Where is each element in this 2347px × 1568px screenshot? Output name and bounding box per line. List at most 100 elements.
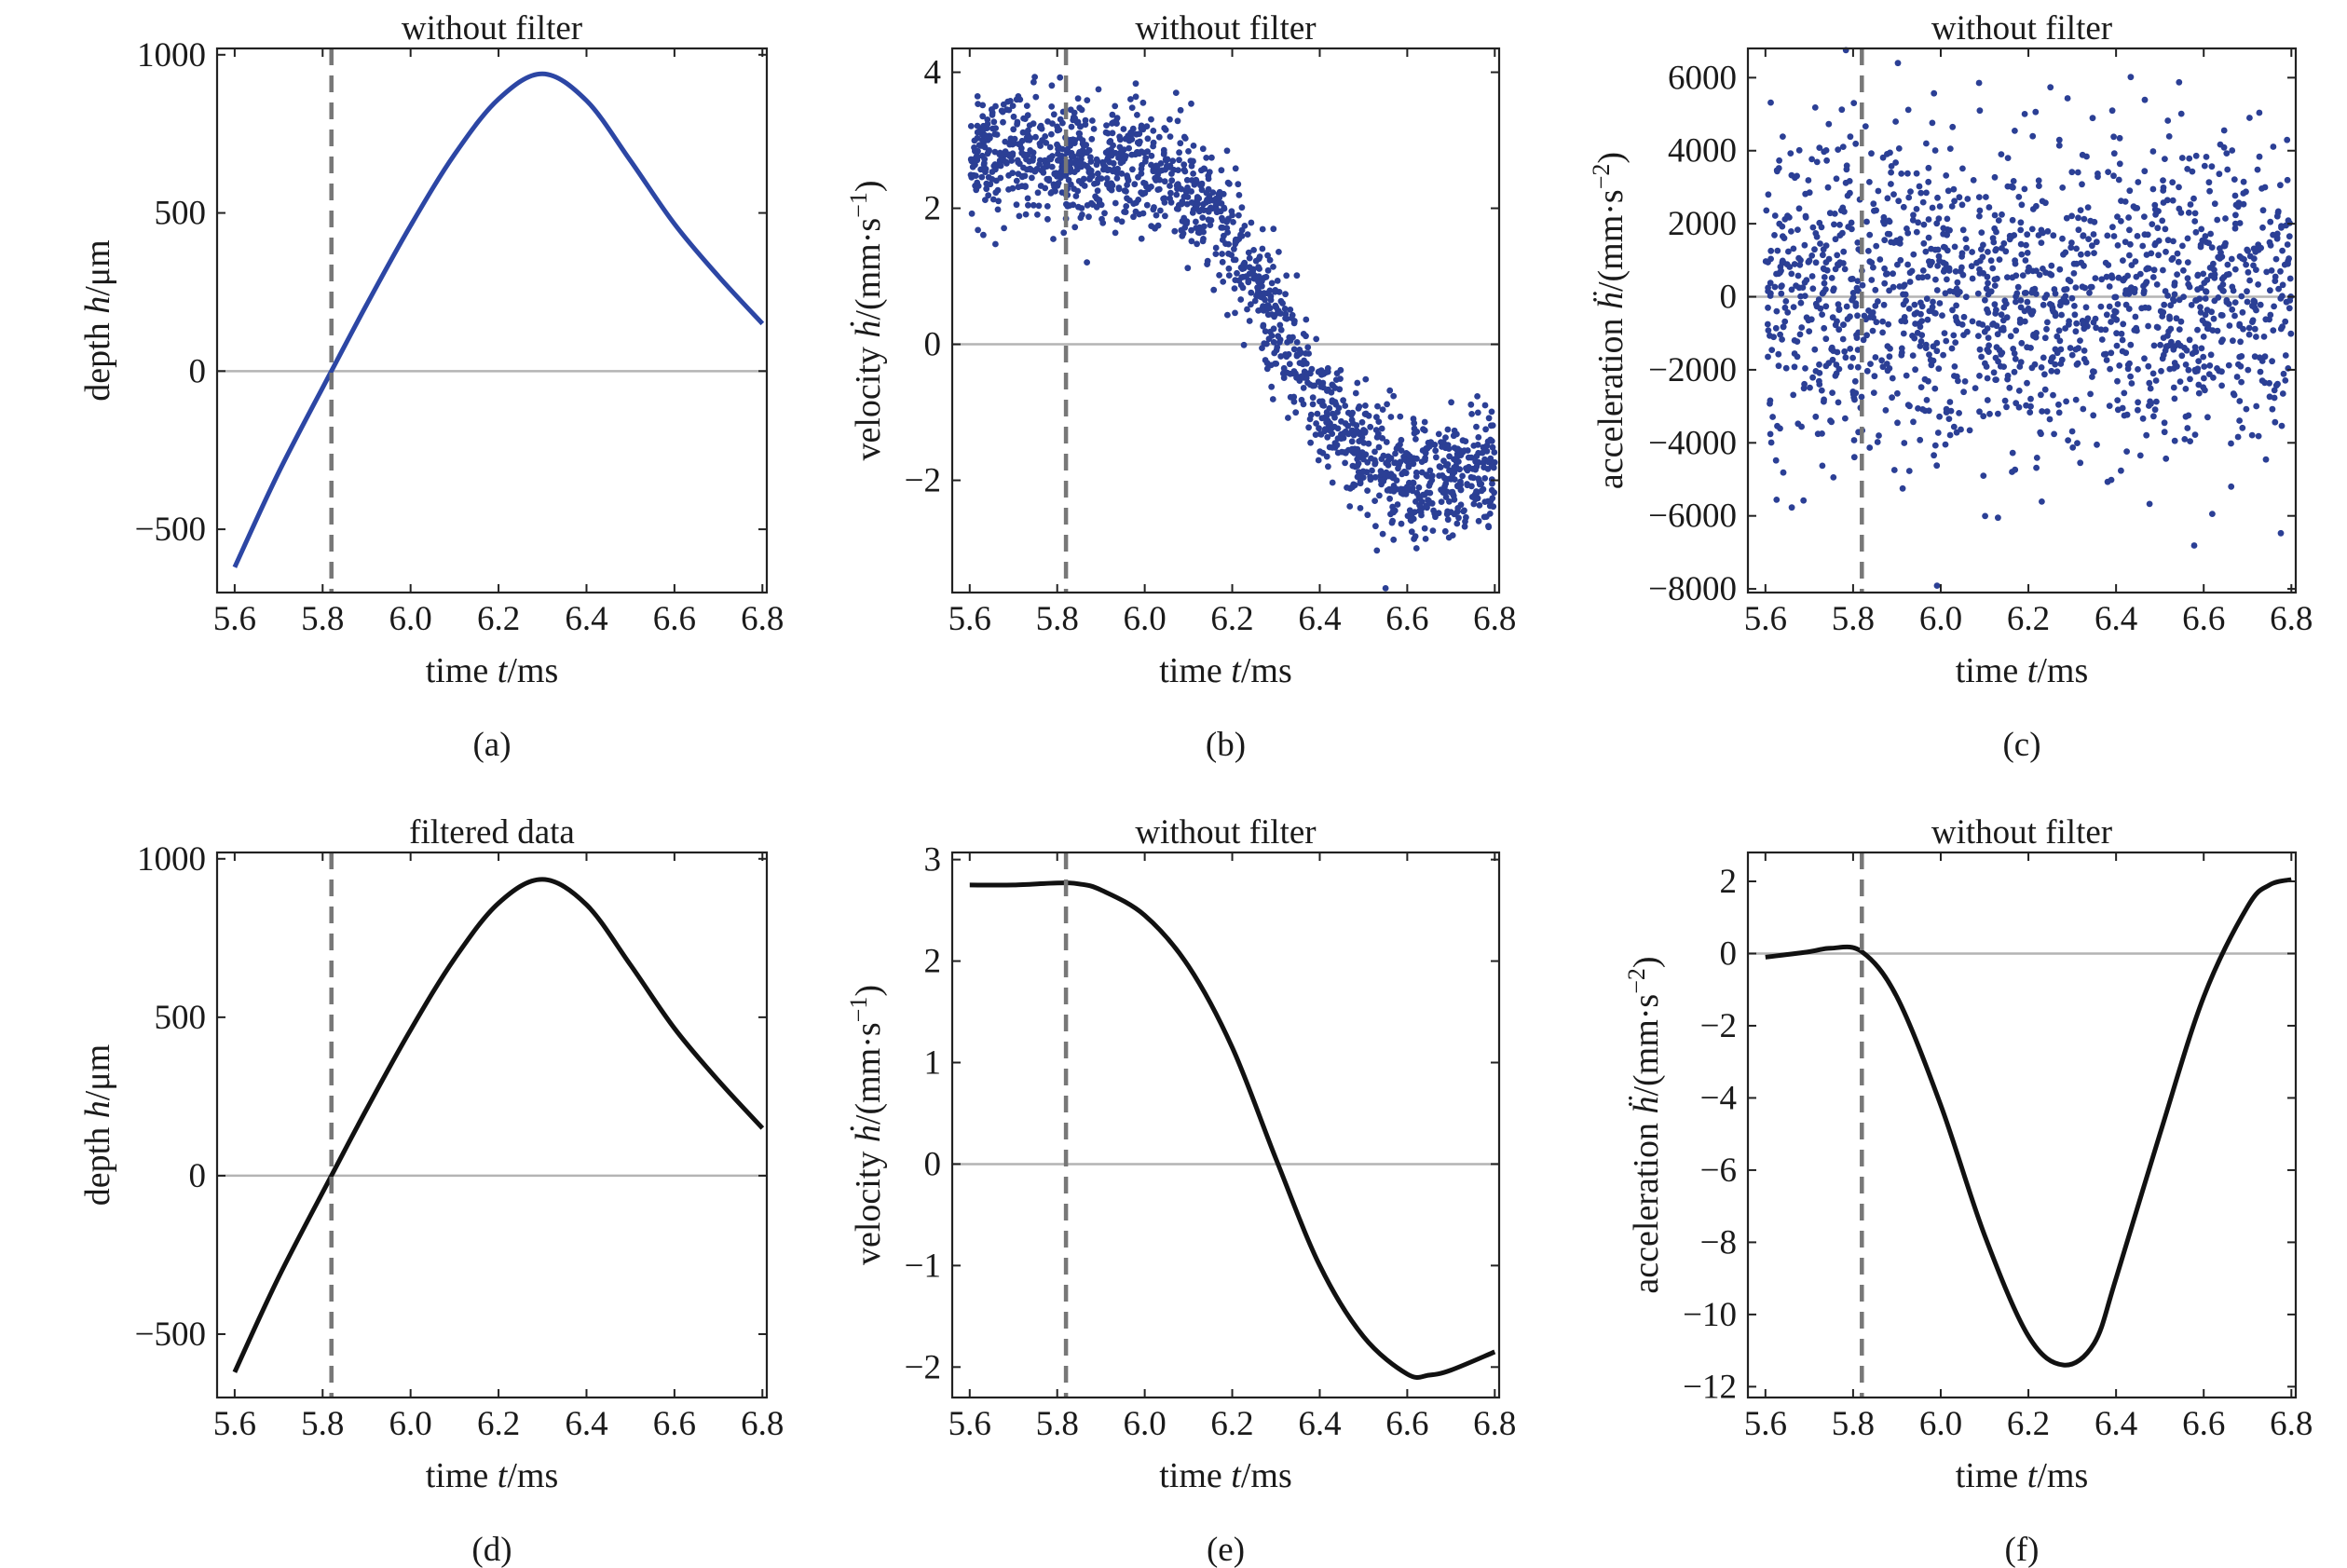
scatter-point xyxy=(2165,133,2173,140)
scatter-point xyxy=(2200,270,2207,278)
scatter-point xyxy=(2284,241,2291,248)
scatter-point xyxy=(1949,307,1956,314)
scatter-point xyxy=(1413,489,1421,497)
scatter-point xyxy=(1958,321,1966,328)
scatter-point xyxy=(2185,366,2192,374)
scatter-point xyxy=(995,198,1002,205)
scatter-point xyxy=(1121,209,1127,215)
scatter-point xyxy=(1413,429,1421,435)
scatter-point xyxy=(1321,426,1329,432)
scatter-point xyxy=(1888,181,1894,187)
scatter-point xyxy=(2209,511,2216,517)
scatter-point xyxy=(1353,447,1360,455)
series-line xyxy=(232,877,765,1373)
scatter-point xyxy=(1266,287,1274,294)
scatter-point xyxy=(1917,323,1924,331)
scatter-point xyxy=(2229,306,2236,313)
scatter-point xyxy=(1486,502,1494,510)
scatter-point xyxy=(1232,240,1239,248)
scatter-point xyxy=(1868,310,1875,317)
scatter-point xyxy=(1485,523,1492,529)
scatter-point xyxy=(1143,201,1151,209)
scatter-point xyxy=(1442,494,1450,500)
scatter-point xyxy=(2024,298,2031,306)
scatter-point xyxy=(1371,498,1378,504)
scatter-point xyxy=(1832,321,1839,329)
scatter-point xyxy=(2159,217,2166,225)
scatter-point xyxy=(1050,111,1058,118)
scatter-point xyxy=(2135,179,2142,185)
x-tick-label: 6.2 xyxy=(2007,1405,2050,1443)
scatter-point xyxy=(2110,172,2117,180)
x-tick-label: 6.2 xyxy=(2007,600,2050,638)
scatter-point xyxy=(1306,416,1314,423)
scatter-point xyxy=(1272,302,1279,309)
scatter-point xyxy=(1925,377,1931,385)
scatter-point xyxy=(2214,327,2221,334)
scatter-point xyxy=(1003,158,1009,166)
scatter-point xyxy=(2279,247,2286,254)
scatter-point xyxy=(2067,345,2074,351)
scatter-point xyxy=(1325,463,1331,470)
scatter-point xyxy=(2220,288,2227,294)
scatter-point xyxy=(2029,132,2037,140)
scatter-point xyxy=(2071,311,2079,319)
scatter-point xyxy=(1006,141,1014,148)
scatter-point xyxy=(1910,418,1917,426)
scatter-point xyxy=(1885,320,1892,328)
scatter-point xyxy=(2141,96,2149,103)
scatter-point xyxy=(1796,261,1804,268)
scatter-point xyxy=(1776,157,1782,164)
scatter-point xyxy=(1847,133,1854,141)
scatter-point xyxy=(2252,249,2259,255)
scatter-point xyxy=(1872,286,1879,293)
scatter-point xyxy=(1946,399,1954,405)
scatter-point xyxy=(1361,429,1369,436)
scatter-point xyxy=(2127,373,2135,380)
y-tick-label: 4000 xyxy=(1668,132,1737,170)
scatter-point xyxy=(1842,415,1849,422)
scatter-point xyxy=(1767,99,1774,106)
scatter-point xyxy=(1135,197,1142,203)
scatter-point xyxy=(1317,430,1324,438)
panel-caption: (b) xyxy=(1206,726,1246,764)
scatter-point xyxy=(1287,337,1294,344)
scatter-point xyxy=(1272,288,1278,295)
scatter-point xyxy=(1283,272,1290,280)
scatter-point xyxy=(1313,335,1320,343)
scatter-point xyxy=(1193,204,1200,211)
scatter-point xyxy=(2017,226,2025,234)
scatter-point xyxy=(1264,252,1271,259)
scatter-point xyxy=(2088,283,2095,291)
scatter-point xyxy=(2033,291,2040,297)
scatter-point xyxy=(1289,315,1295,321)
scatter-point xyxy=(1038,167,1045,174)
scatter-point xyxy=(1008,157,1016,164)
scatter-point xyxy=(2145,362,2152,370)
scatter-point xyxy=(2208,163,2216,170)
scatter-point xyxy=(2040,354,2047,361)
scatter-point xyxy=(2110,233,2118,239)
scatter-point xyxy=(2004,375,2012,383)
scatter-point xyxy=(1113,115,1121,122)
scatter-point xyxy=(1235,181,1242,188)
scatter-point xyxy=(1794,226,1801,234)
scatter-point xyxy=(2003,314,2011,321)
scatter-point xyxy=(1819,462,1826,470)
scatter-point xyxy=(1175,167,1181,174)
scatter-point xyxy=(1787,150,1794,157)
scatter-point xyxy=(1976,212,1983,220)
scatter-point xyxy=(1906,279,1914,285)
x-tick-label: 5.6 xyxy=(1744,1405,1787,1443)
scatter-point xyxy=(2038,430,2044,438)
panel-title: filtered data xyxy=(409,813,575,852)
scatter-point xyxy=(1116,136,1124,143)
scatter-point xyxy=(987,181,994,188)
scatter-point xyxy=(1953,285,1960,293)
scatter-point xyxy=(2029,307,2037,315)
scatter-point xyxy=(2048,355,2055,361)
scatter-point xyxy=(1047,156,1055,163)
scatter-point xyxy=(2195,358,2203,364)
scatter-point xyxy=(2090,231,2097,238)
